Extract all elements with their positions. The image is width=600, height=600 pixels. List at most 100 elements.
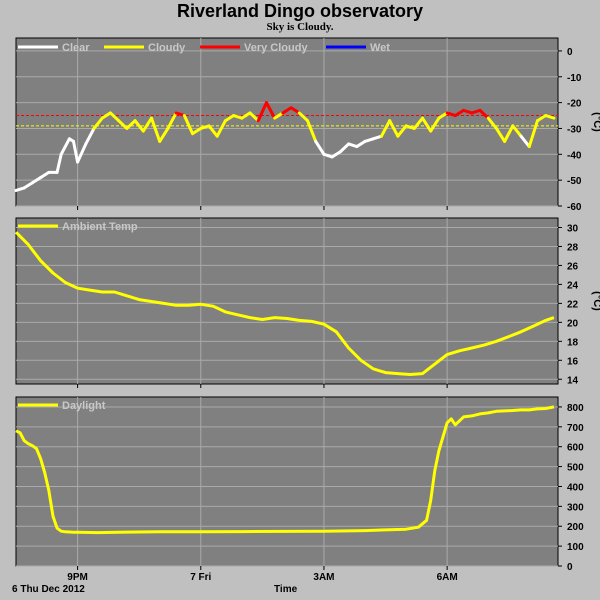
sky-temp-segment	[519, 134, 531, 149]
sky-panel-ytick-label: -10	[567, 73, 582, 84]
ambient-temp-panel-unit-label: (°C)	[591, 291, 600, 311]
sky-temp-segment	[412, 116, 424, 130]
daylight-panel-ytick-label: 200	[567, 522, 584, 533]
daylight-panel-ytick-label: 300	[567, 502, 584, 513]
sky-temp-segment	[240, 111, 252, 120]
sky-temp-segment	[150, 116, 162, 143]
sky-temp-segment	[388, 119, 400, 138]
sky-temp-segment	[503, 124, 515, 143]
sky-temp-segment	[133, 119, 145, 133]
legend-label-2: Very Cloudy	[244, 42, 308, 54]
sky-temp-segment	[248, 111, 260, 123]
sky-temp-segment	[338, 142, 351, 154]
sky-temp-segment	[256, 101, 268, 123]
sky-temp-segment	[355, 139, 367, 149]
sky-temp-segment	[511, 124, 523, 138]
daylight-panel-ytick-label: 100	[567, 542, 584, 553]
sky-temp-segment	[421, 116, 433, 133]
ambient-temp-panel-ytick-label: 30	[567, 223, 579, 234]
daylight-panel-ytick-label: 400	[567, 482, 584, 493]
sky-temp-segment	[273, 111, 285, 120]
sky-temp-segment	[494, 126, 507, 143]
sky-temp-segment	[223, 114, 236, 123]
page-title: Riverland Dingo observatory	[176, 1, 424, 21]
sky-temp-segment	[215, 119, 227, 138]
daylight-panel-ytick-label: 800	[567, 403, 584, 414]
sky-temp-segment	[437, 111, 449, 120]
sky-temp-segment	[191, 126, 203, 136]
sky-temp-segment	[281, 106, 293, 115]
sky-temp-segment	[100, 111, 112, 120]
xtick-label: 9PM	[67, 572, 88, 583]
ambient-temp-panel-ytick-label: 16	[567, 356, 579, 367]
xtick-label: 3AM	[313, 572, 334, 583]
xtick-label: 7 Fri	[190, 572, 211, 583]
sky-panel-ytick-label: -20	[567, 99, 582, 110]
sky-temp-segment	[125, 119, 137, 130]
sky-temp-segment	[306, 119, 318, 143]
sky-temp-segment	[39, 170, 51, 180]
date-label: 6 Thu Dec 2012	[12, 584, 85, 595]
sky-panel-ytick-label: -40	[567, 150, 582, 161]
sky-temp-segment	[158, 126, 170, 143]
xtick-label: 6AM	[437, 572, 458, 583]
sky-panel-unit-label: (°C)	[591, 112, 600, 132]
daylight-panel-ytick-label: 500	[567, 463, 584, 474]
sky-temp-segment	[59, 137, 71, 156]
sky-temp-segment	[76, 142, 88, 164]
sky-temp-segment	[544, 114, 556, 120]
sky-temp-segment	[396, 124, 408, 138]
sky-temp-segment	[141, 116, 153, 133]
sky-panel-plot-area	[15, 37, 559, 207]
sky-temp-segment	[379, 119, 392, 138]
ambient-temp-panel-ytick-label: 24	[567, 280, 579, 291]
sky-temp-segment	[22, 181, 34, 190]
sky-temp-segment	[314, 139, 326, 156]
daylight-panel-series-line	[15, 405, 555, 535]
sky-panel-ytick-label: -30	[567, 124, 582, 135]
sky-temp-segment	[264, 101, 277, 120]
sky-temp-segment	[535, 114, 548, 123]
ambient-temp-panel-legend-label: Ambient Temp	[62, 221, 138, 233]
sky-temp-segment	[55, 152, 63, 174]
ambient-temp-panel-ytick-label: 14	[567, 375, 579, 386]
sky-panel-ytick-label: 0	[567, 47, 573, 58]
sky-temp-segment	[289, 106, 301, 115]
legend-label-0: Clear	[62, 42, 90, 54]
sky-temp-segment	[117, 119, 129, 130]
sky-temp-segment	[527, 119, 539, 149]
sky-temp-segment	[330, 150, 342, 159]
sky-temp-segment	[478, 108, 490, 120]
sky-panel-ytick-label: -60	[567, 202, 582, 213]
sky-temp-segment	[30, 176, 43, 185]
sky-temp-segment	[486, 116, 498, 130]
daylight-panel-legend-label: Daylight	[62, 400, 106, 412]
x-axis-title: Time	[274, 584, 298, 595]
daylight-panel-ytick-label: 700	[567, 423, 584, 434]
legend-label-3: Wet	[370, 42, 390, 54]
daylight-panel-ytick-label: 0	[567, 562, 573, 573]
sky-status-subtitle: Sky is Cloudy.	[266, 21, 334, 33]
ambient-temp-panel-ytick-label: 20	[567, 318, 579, 329]
sky-temp-segment	[297, 111, 310, 123]
sky-panel-ytick-label: -50	[567, 176, 582, 187]
ambient-temp-panel-ytick-label: 22	[567, 299, 579, 310]
daylight-panel-plot-area	[15, 396, 559, 567]
sky-temp-segment	[92, 116, 104, 130]
sky-temp-segment	[453, 108, 466, 118]
ambient-temp-panel-ytick-label: 28	[567, 242, 579, 253]
ambient-temp-panel-series-line	[14, 231, 555, 376]
legend-label-1: Cloudy	[148, 42, 186, 54]
sky-temp-segment	[207, 124, 219, 138]
ambient-temp-panel-ytick-label: 26	[567, 261, 579, 272]
sky-temp-segment	[108, 111, 121, 123]
ambient-temp-panel-ytick-label: 18	[567, 337, 579, 348]
sky-temp-segment	[71, 139, 80, 164]
sky-temp-segment	[166, 111, 178, 130]
sky-temp-segment	[182, 114, 195, 136]
ambient-temp-panel-plot-area	[15, 217, 559, 385]
sky-temp-segment	[84, 126, 96, 146]
daylight-panel-ytick-label: 600	[567, 443, 584, 454]
sky-temp-segment	[429, 116, 441, 133]
